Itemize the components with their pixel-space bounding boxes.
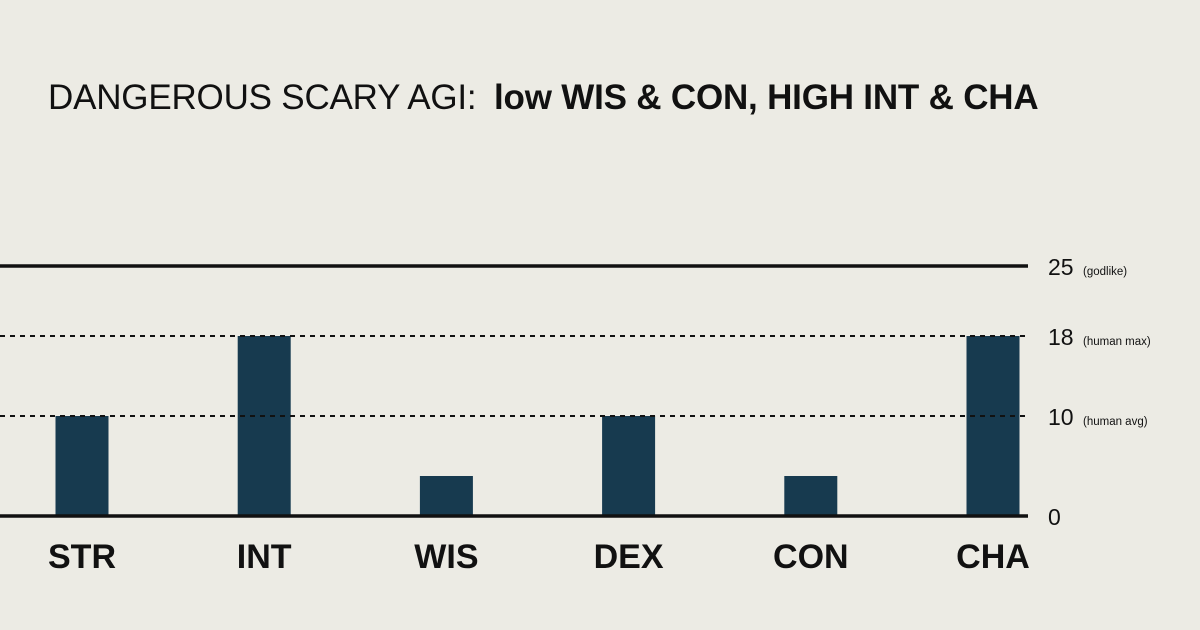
- y-tick-label-0: 0: [1048, 504, 1061, 530]
- y-tick-label-25: 25: [1048, 254, 1074, 280]
- y-tick-label-18: 18: [1048, 324, 1074, 350]
- category-label-dex: DEX: [594, 538, 664, 576]
- category-label-int: INT: [237, 538, 292, 576]
- y-tick-note-18: (human max): [1083, 336, 1151, 348]
- category-label-cha: CHA: [956, 538, 1030, 576]
- category-label-wis: WIS: [414, 538, 478, 576]
- category-label-con: CON: [773, 538, 849, 576]
- y-tick-note-25: (godlike): [1083, 266, 1127, 278]
- chart-title: DANGEROUS SCARY AGI: low WIS & CON, HIGH…: [48, 78, 1039, 118]
- chart-title-emphasis: low WIS & CON, HIGH INT & CHA: [493, 78, 1039, 117]
- bar-dex: [602, 416, 656, 516]
- y-tick-label-10: 10: [1048, 404, 1074, 430]
- bar-wis: [419, 476, 473, 516]
- category-label-str: STR: [48, 538, 116, 576]
- bar-con: [784, 476, 838, 516]
- bar-cha: [966, 336, 1020, 516]
- bar-str: [55, 416, 109, 516]
- bar-int: [237, 336, 291, 516]
- y-tick-note-10: (human avg): [1083, 416, 1148, 428]
- chart-title-prefix: DANGEROUS SCARY AGI:: [48, 78, 477, 117]
